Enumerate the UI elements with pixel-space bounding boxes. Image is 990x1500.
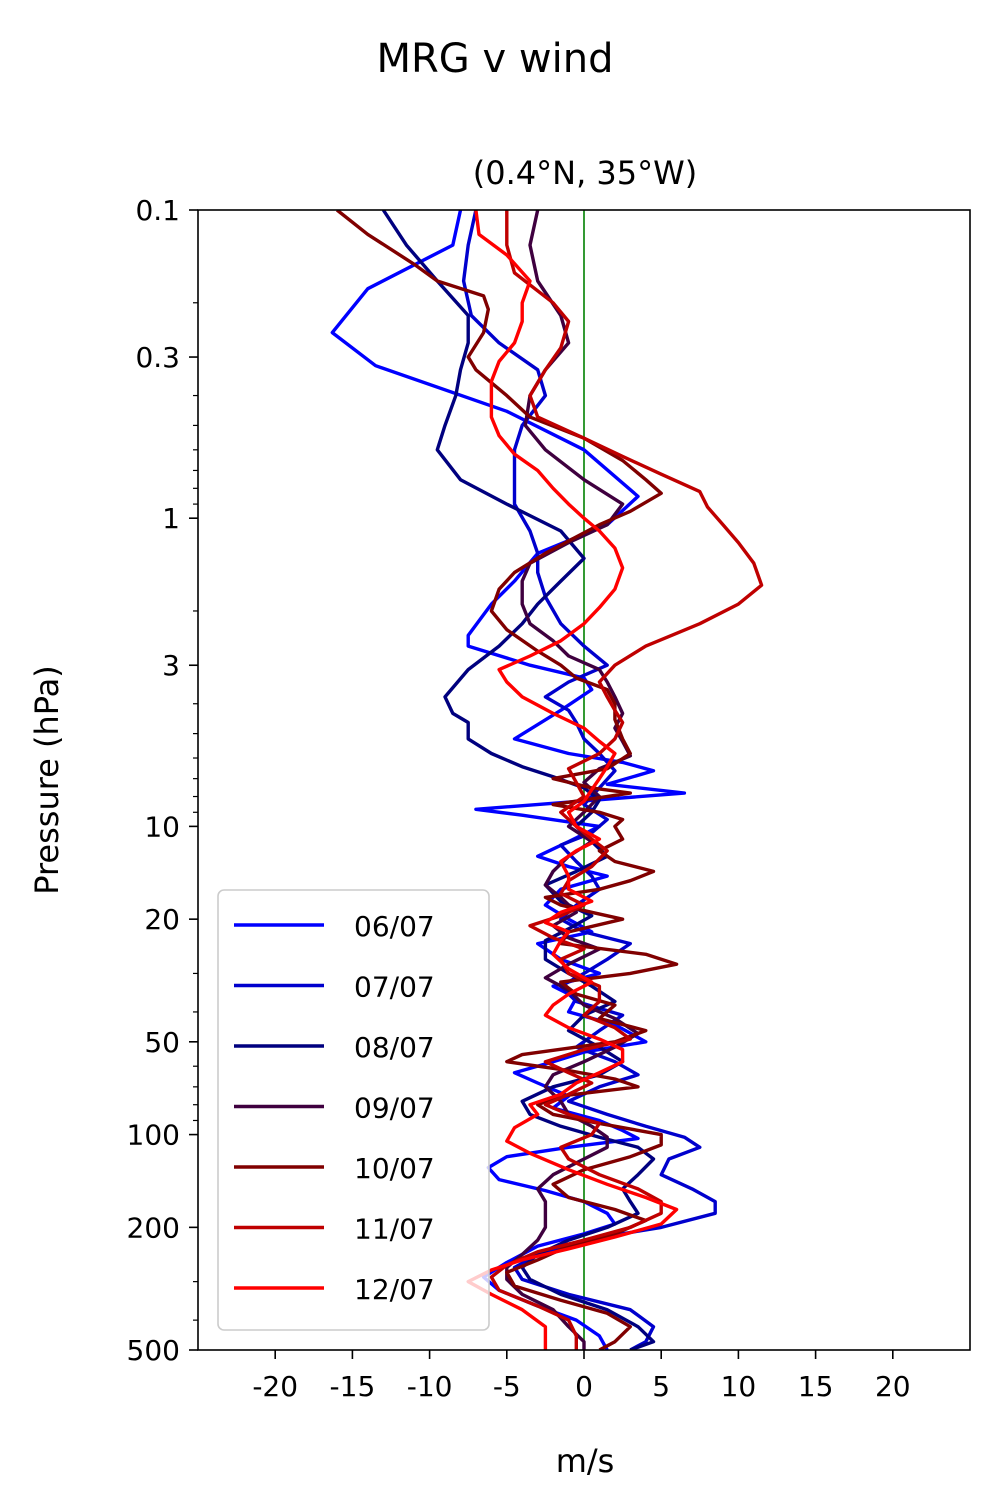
series-group xyxy=(330,210,764,1350)
x-tick-label: 5 xyxy=(652,1370,670,1403)
legend-box xyxy=(217,889,490,1331)
legend-label: 12/07 xyxy=(354,1273,435,1306)
y-tick-label: 3 xyxy=(162,649,180,682)
legend: 06/07 07/07 08/07 09/07 10/07 11/07 12/07 xyxy=(217,889,490,1331)
x-tick-label: -5 xyxy=(493,1370,521,1403)
y-tick-label: 50 xyxy=(144,1026,180,1059)
x-tick-label: 15 xyxy=(798,1370,834,1403)
y-tick-label: 10 xyxy=(144,810,180,843)
chart-suptitle: MRG v wind xyxy=(377,36,614,82)
legend-label: 11/07 xyxy=(354,1213,435,1246)
x-axis-label: m/s xyxy=(556,1442,615,1480)
x-tick-label: 10 xyxy=(721,1370,757,1403)
legend-label: 09/07 xyxy=(354,1092,435,1125)
series-line-11-07 xyxy=(489,210,764,1350)
series-line-12-07 xyxy=(466,210,679,1350)
x-tick-label: 0 xyxy=(575,1370,593,1403)
y-tick-label: 0.1 xyxy=(135,194,180,227)
y-tick-label: 1 xyxy=(162,502,180,535)
series-line-09-07 xyxy=(505,210,640,1350)
legend-label: 07/07 xyxy=(354,971,435,1004)
x-tick-label: 20 xyxy=(875,1370,911,1403)
plot-area: -20 -15 -10 -5 0 5 10 15 20 0.1 0.3 1 3 10 20 50 100 200 5… xyxy=(127,194,971,1403)
x-tick-label: -20 xyxy=(252,1370,298,1403)
y-tick-label: 200 xyxy=(127,1211,180,1244)
y-tick-label: 100 xyxy=(127,1119,180,1152)
series-line-10-07 xyxy=(335,210,679,1350)
legend-label: 06/07 xyxy=(354,910,435,943)
legend-label: 08/07 xyxy=(354,1031,435,1064)
y-axis-label: Pressure (hPa) xyxy=(28,665,66,895)
chart-title: (0.4°N, 35°W) xyxy=(473,154,698,192)
y-tick-label: 20 xyxy=(144,903,180,936)
y-tick-label: 500 xyxy=(127,1334,180,1367)
series-line-08-07 xyxy=(381,210,656,1350)
y-tick-label: 0.3 xyxy=(135,341,180,374)
x-tick-label: -10 xyxy=(407,1370,453,1403)
x-tick-label: -15 xyxy=(330,1370,376,1403)
legend-label: 10/07 xyxy=(354,1152,435,1185)
